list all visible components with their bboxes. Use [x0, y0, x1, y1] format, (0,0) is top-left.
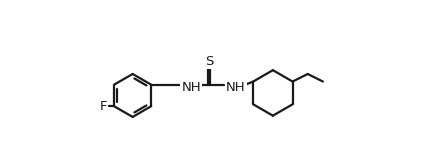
Text: F: F	[99, 100, 106, 113]
Text: NH: NH	[225, 81, 245, 94]
Text: NH: NH	[181, 81, 201, 94]
Text: S: S	[204, 55, 213, 68]
